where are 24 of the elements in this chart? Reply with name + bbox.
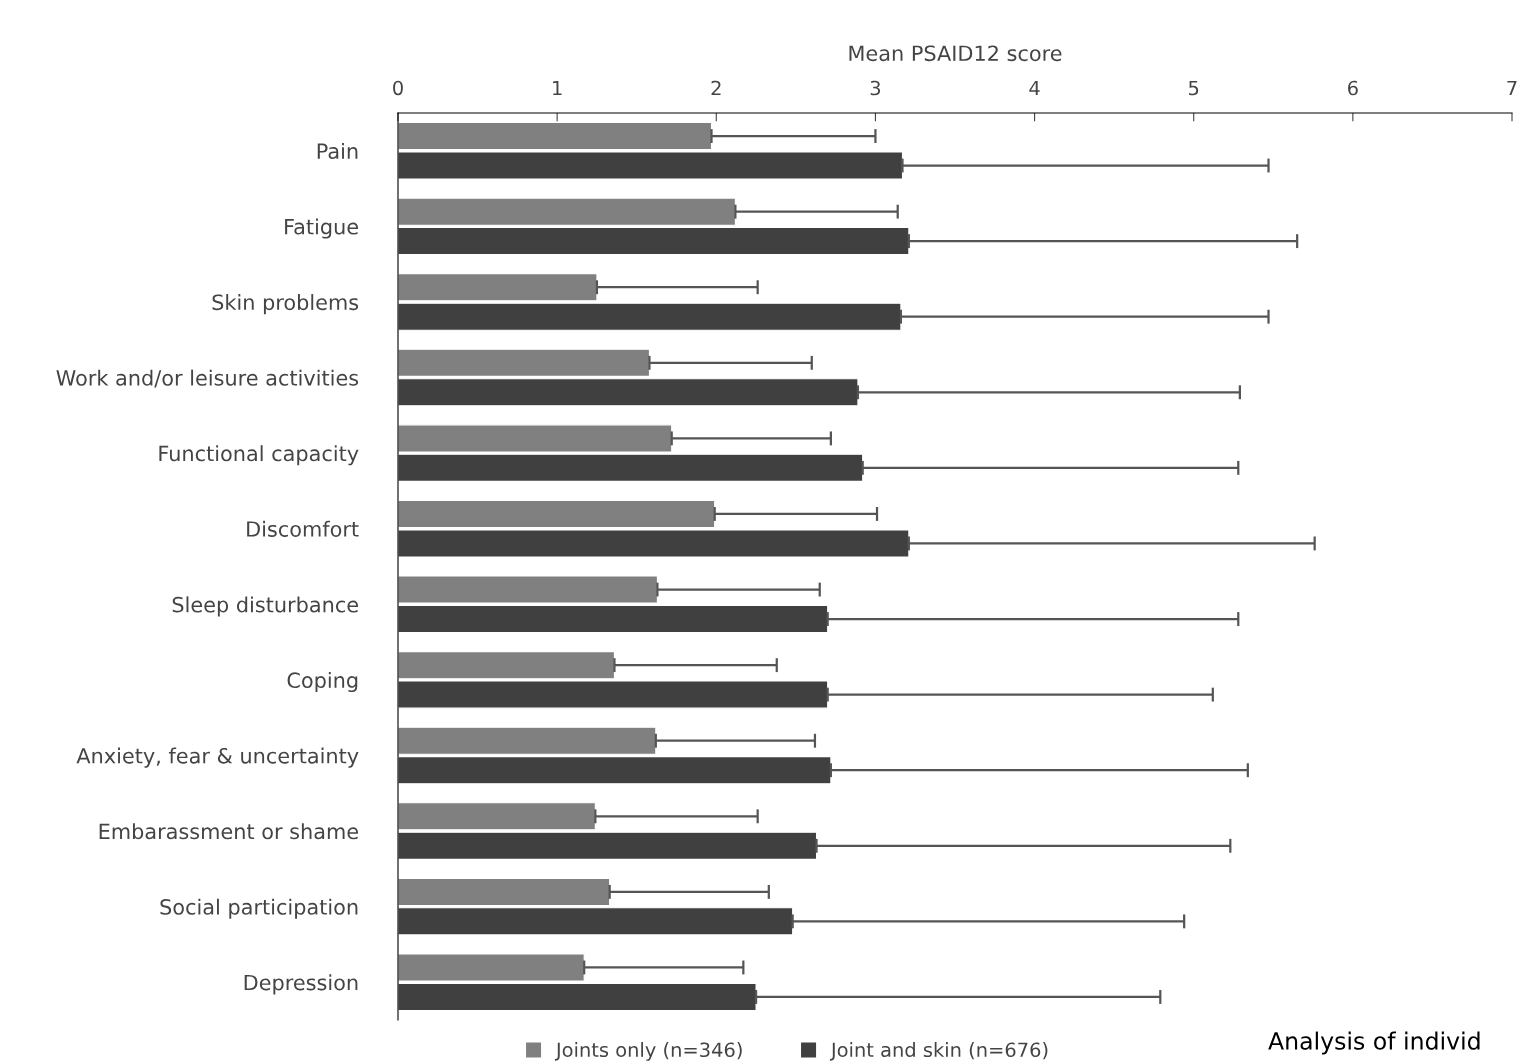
x-tick-label: 5 bbox=[1189, 80, 1199, 96]
x-tick-label: 6 bbox=[1348, 80, 1358, 96]
legend-label: Joints only (n=346) bbox=[554, 1042, 742, 1061]
y-tick-label: Functional capacity bbox=[159, 445, 359, 466]
x-tick-label: 2 bbox=[711, 80, 721, 96]
x-tick-label: 3 bbox=[870, 80, 881, 96]
x-tick-label: 1 bbox=[553, 80, 562, 96]
y-tick-label: Embarassment or shame bbox=[99, 823, 359, 840]
y-tick-label: Depression bbox=[244, 974, 358, 995]
text: Analysis of individ bbox=[1268, 1031, 1480, 1055]
y-tick-label: Skin problems bbox=[212, 294, 359, 315]
y-tick-label: Anxiety, fear & uncertainty bbox=[76, 747, 359, 768]
x-tick-label: 0 bbox=[393, 80, 403, 96]
y-tick-label: Coping bbox=[287, 671, 358, 693]
x-tick-label: 4 bbox=[1029, 80, 1040, 96]
x-axis-title: Mean PSAID12 score bbox=[849, 45, 1062, 62]
y-tick-label: Social participation bbox=[160, 898, 358, 919]
x-tick-label: 7 bbox=[1507, 80, 1517, 96]
y-tick-label: Sleep disturbance bbox=[172, 596, 358, 617]
y-tick-label: Work and/or leisure activities bbox=[56, 369, 359, 388]
y-tick-label: Fatigue bbox=[285, 218, 358, 239]
y-tick-label: Discomfort bbox=[247, 520, 359, 537]
legend-label: Joint and skin (n=676) bbox=[829, 1042, 1048, 1061]
y-tick-label: Pain bbox=[317, 142, 358, 159]
